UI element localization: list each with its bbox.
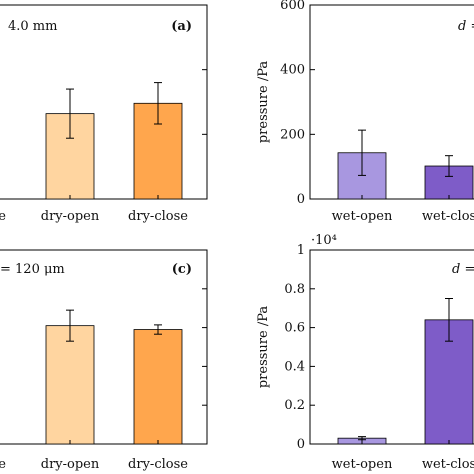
category-label: e (0, 209, 6, 224)
category-label: dry-close (128, 209, 188, 224)
y-tick-label: 1 (297, 243, 305, 258)
panel-d-annotation: d = (452, 262, 474, 277)
y-tick-label: 200 (280, 127, 305, 142)
y-tick-label: 0.8 (284, 282, 305, 297)
category-label: e (0, 457, 6, 472)
panel-d-scale-label: ·10⁴ (311, 233, 337, 248)
panel-b-frame (309, 4, 474, 200)
panel-c-frame (0, 249, 208, 445)
panel-d-ylabel: pressure /Pa (256, 306, 271, 389)
y-tick-label: 0 (297, 437, 305, 452)
category-label: dry-open (41, 457, 100, 472)
bar (45, 325, 95, 445)
panel-d-marks: 0 0.2 0.4 0.6 0.8 1 wet-open wet-clos (284, 243, 474, 472)
y-tick-label: 600 (280, 0, 305, 13)
panel-a-label: (a) (171, 19, 192, 34)
category-label: wet-open (332, 209, 393, 224)
bar (133, 329, 183, 445)
panel-c-annotation: = 120 μm (0, 262, 65, 277)
y-tick-label: 0.2 (284, 398, 305, 413)
panel-b-marks: 0 200 400 600 wet-open wet-clos (280, 0, 474, 224)
panel-c-marks: e dry-open dry-close (0, 249, 207, 472)
category-label: wet-open (332, 457, 393, 472)
panel-a-frame (0, 4, 208, 200)
panel-b-annotation: d = (458, 19, 474, 34)
category-label: dry-open (41, 209, 100, 224)
y-tick-label: 0.6 (284, 321, 305, 336)
category-label: dry-close (128, 457, 188, 472)
y-tick-label: 400 (280, 63, 305, 78)
panel-b: d = pressure /Pa 0 200 400 600 wet-open wet-c… (256, 0, 474, 224)
panel-d: d = ·10⁴ pressure /Pa 0 0.2 0.4 0.6 0.8 1 wet-… (256, 233, 474, 472)
panel-a-annotation: 4.0 mm (8, 19, 57, 34)
y-tick-label: 0.4 (284, 359, 305, 374)
panel-a-marks: e dry-open dry-close (0, 4, 207, 224)
panel-a: 4.0 mm (a) e dry-open dry-close (0, 4, 208, 224)
panel-c: = 120 μm (c) e dry-open dry-close (0, 249, 208, 472)
panel-b-ylabel: pressure /Pa (256, 61, 271, 144)
category-label: wet-clos (422, 209, 474, 224)
y-tick-label: 0 (297, 192, 305, 207)
panel-d-frame (309, 249, 474, 445)
category-label: wet-clos (422, 457, 474, 472)
panel-c-label: (c) (172, 262, 192, 277)
